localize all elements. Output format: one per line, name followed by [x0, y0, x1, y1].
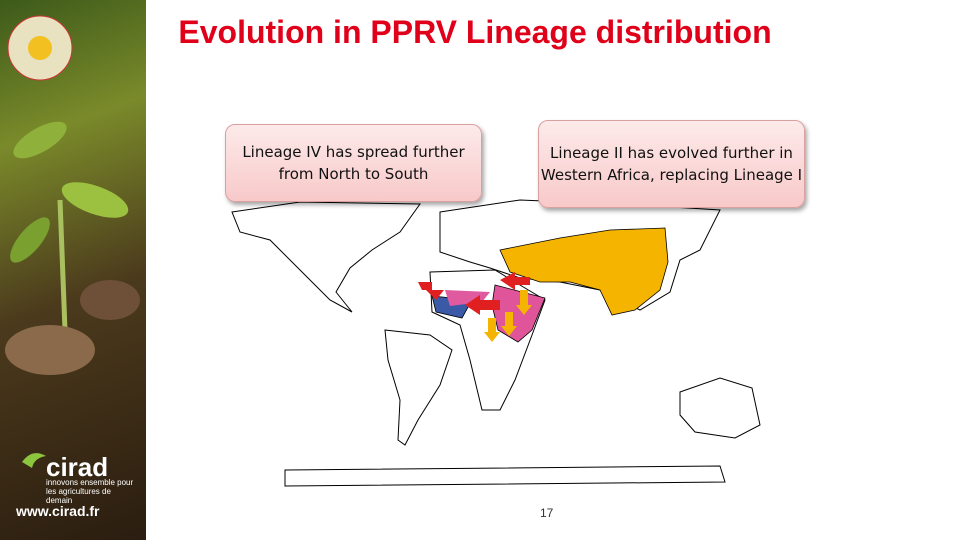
callout-lineage-iv: Lineage IV has spread further from North… — [225, 124, 482, 202]
tagline: innovons ensemble pour les agricultures … — [46, 478, 134, 505]
arrow-west — [465, 295, 500, 315]
north-america — [231, 201, 421, 313]
slide-title: Evolution in PPRV Lineage distribution — [178, 14, 772, 50]
website: www.cirad.fr — [16, 503, 100, 519]
antarctica — [284, 465, 726, 487]
stem — [57, 199, 68, 331]
callout-lineage-ii: Lineage II has evolved further in Wester… — [538, 120, 805, 208]
leaf — [13, 121, 67, 159]
page-number: 17 — [540, 506, 554, 520]
cirad-leaf — [22, 453, 46, 468]
arrow-south — [484, 318, 500, 342]
arrow-westcoast — [418, 282, 444, 300]
leaf — [61, 182, 129, 218]
logo-center — [28, 36, 52, 60]
australia — [679, 377, 761, 439]
leaf — [10, 217, 50, 263]
brand: cirad — [46, 452, 109, 482]
seed — [80, 280, 140, 320]
sidebar-art — [5, 15, 140, 468]
sidebar: cirad innovons ensemble pour les agricul… — [0, 0, 146, 540]
seed — [5, 325, 95, 375]
south-america — [384, 329, 453, 446]
arrow-north — [500, 272, 530, 290]
arrow-south — [516, 290, 532, 315]
arrow-south — [501, 312, 517, 336]
lineage-iv-region — [499, 227, 669, 316]
